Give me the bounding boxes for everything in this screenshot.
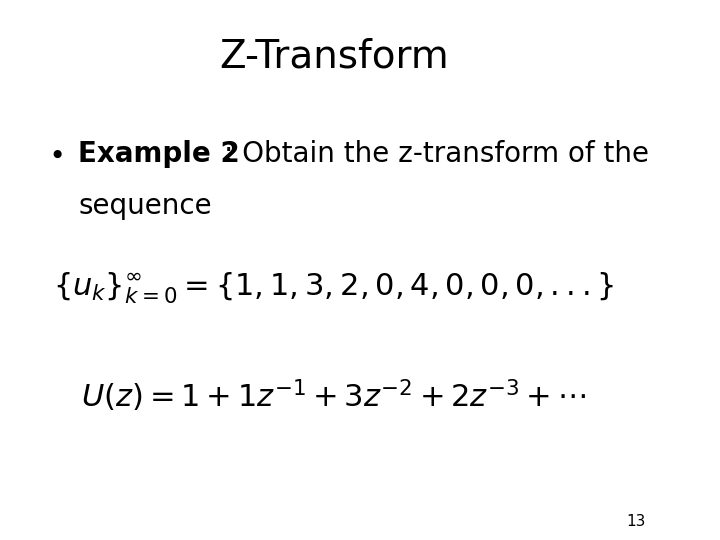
Text: $\bullet$: $\bullet$ [48, 140, 63, 168]
Text: sequence: sequence [78, 192, 212, 220]
Text: Z-Transform: Z-Transform [219, 38, 449, 76]
Text: 13: 13 [627, 514, 646, 529]
Text: $\left\{u_k\right\}_{k=0}^{\infty} = \left\{1, 1, 3, 2, 0, 4, 0, 0, 0,...\right\: $\left\{u_k\right\}_{k=0}^{\infty} = \le… [53, 270, 614, 306]
Text: : Obtain the z-transform of the: : Obtain the z-transform of the [224, 140, 649, 168]
Text: Example 2: Example 2 [78, 140, 240, 168]
Text: $U(z) = 1 + 1z^{-1} + 3z^{-2} + 2z^{-3} + \cdots$: $U(z) = 1 + 1z^{-1} + 3z^{-2} + 2z^{-3} … [81, 378, 586, 415]
